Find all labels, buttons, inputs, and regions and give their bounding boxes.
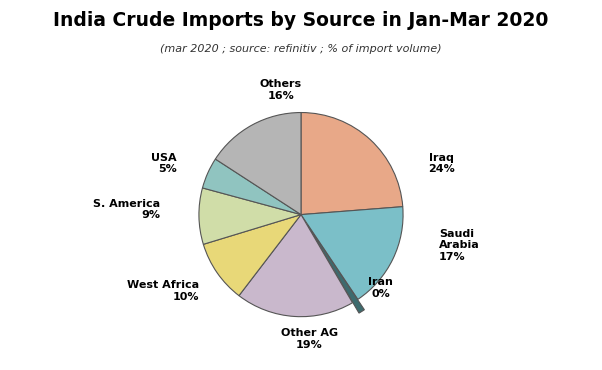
Text: S. America
9%: S. America 9% [93,199,160,220]
Wedge shape [199,188,301,244]
Text: West Africa
10%: West Africa 10% [127,280,199,302]
Wedge shape [239,215,353,317]
Wedge shape [301,207,403,299]
Text: Others
16%: Others 16% [259,79,302,101]
Wedge shape [308,225,364,313]
Text: Iran
0%: Iran 0% [368,277,393,299]
Text: Saudi
Arabia
17%: Saudi Arabia 17% [439,229,480,262]
Wedge shape [216,112,301,215]
Text: USA
5%: USA 5% [151,153,176,174]
Text: Other AG
19%: Other AG 19% [281,328,338,350]
Text: India Crude Imports by Source in Jan-Mar 2020: India Crude Imports by Source in Jan-Mar… [54,11,548,30]
Wedge shape [202,159,301,215]
Text: Iraq
24%: Iraq 24% [429,153,455,174]
Wedge shape [301,112,403,215]
Text: (mar 2020 ; source: refinitiv ; % of import volume): (mar 2020 ; source: refinitiv ; % of imp… [160,44,442,54]
Wedge shape [203,215,301,296]
